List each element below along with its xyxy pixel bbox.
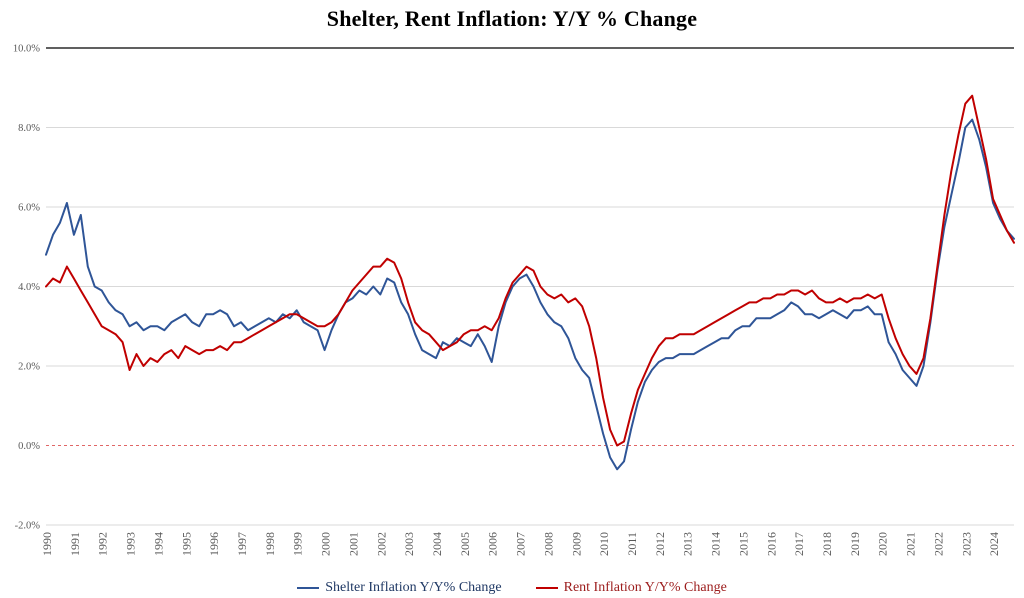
x-axis-label: 2008 xyxy=(541,532,555,556)
x-axis-label: 1990 xyxy=(40,532,54,556)
x-axis-label: 2006 xyxy=(486,532,500,556)
x-axis-label: 1998 xyxy=(263,532,277,556)
x-axis-label: 1996 xyxy=(207,532,221,556)
x-axis-label: 2013 xyxy=(681,532,695,556)
y-axis-label: 2.0% xyxy=(18,362,40,373)
y-axis-label: 10.0% xyxy=(13,44,40,55)
y-axis-label: 4.0% xyxy=(18,282,40,293)
legend-label-rent: Rent Inflation Y/Y% Change xyxy=(563,580,727,595)
x-axis-label: 2015 xyxy=(736,532,750,556)
x-axis-label: 1992 xyxy=(96,532,110,556)
x-axis-label: 2005 xyxy=(458,532,472,556)
y-axis-label: 0.0% xyxy=(18,441,40,452)
x-axis-label: 1991 xyxy=(68,532,82,556)
x-axis-label: 2022 xyxy=(931,532,945,556)
legend-label-shelter: Shelter Inflation Y/Y% Change xyxy=(325,580,502,595)
legend-swatch-rent-icon xyxy=(535,587,558,589)
x-axis-label: 2010 xyxy=(597,532,611,556)
x-axis-label: 1997 xyxy=(235,532,249,556)
chart-title: Shelter, Rent Inflation: Y/Y % Change xyxy=(326,6,698,31)
x-axis-label: 2000 xyxy=(319,532,333,556)
x-axis-label: 2014 xyxy=(709,532,723,556)
x-axis-label: 2011 xyxy=(625,532,639,556)
x-axis-label: 2009 xyxy=(569,532,583,556)
x-axis-label: 1994 xyxy=(151,532,165,556)
x-axis-label: 2004 xyxy=(430,532,444,556)
x-axis-label: 2018 xyxy=(820,532,834,556)
x-axis-label: 2021 xyxy=(904,532,918,556)
x-axis-label: 2012 xyxy=(653,532,667,556)
y-axis-label: 6.0% xyxy=(18,203,40,214)
series-line-rent xyxy=(45,94,1015,447)
legend-item-rent: Rent Inflation Y/Y% Change xyxy=(535,580,727,596)
x-axis-label: 2016 xyxy=(764,532,778,556)
x-axis-label: 2002 xyxy=(374,532,388,556)
x-axis-label: 2023 xyxy=(959,532,973,556)
x-axis-label: 2019 xyxy=(848,532,862,556)
x-axis-label: 2003 xyxy=(402,532,416,556)
legend-item-shelter: Shelter Inflation Y/Y% Change xyxy=(297,580,502,596)
legend: Shelter Inflation Y/Y% Change Rent Infla… xyxy=(0,580,1024,596)
legend-swatch-shelter-icon xyxy=(297,587,320,589)
x-axis-label: 2024 xyxy=(987,532,1001,556)
x-axis-label: 1995 xyxy=(179,532,193,556)
x-axis-label: 2007 xyxy=(514,532,528,556)
x-axis-label: 2017 xyxy=(792,532,806,556)
y-axis-label: -2.0% xyxy=(15,521,41,532)
y-axis-label: 8.0% xyxy=(18,123,40,134)
x-axis-label: 2020 xyxy=(876,532,890,556)
series-line-shelter xyxy=(45,118,1015,471)
x-axis-label: 2001 xyxy=(346,532,360,556)
x-axis-label: 1999 xyxy=(291,532,305,556)
x-axis-label: 1993 xyxy=(124,532,138,556)
